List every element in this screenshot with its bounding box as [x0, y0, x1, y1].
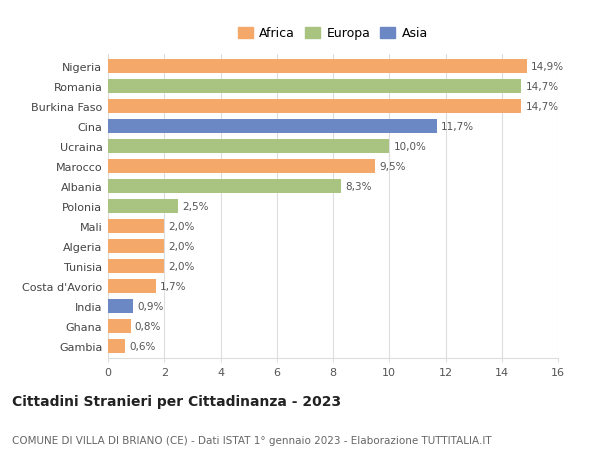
Text: 2,0%: 2,0% [169, 261, 195, 271]
Text: 14,7%: 14,7% [526, 102, 559, 112]
Legend: Africa, Europa, Asia: Africa, Europa, Asia [236, 25, 430, 43]
Bar [108, 140, 389, 154]
Text: 11,7%: 11,7% [441, 122, 475, 132]
Text: Cittadini Stranieri per Cittadinanza - 2023: Cittadini Stranieri per Cittadinanza - 2… [12, 395, 341, 409]
Text: 1,7%: 1,7% [160, 281, 187, 291]
Text: 2,0%: 2,0% [169, 241, 195, 252]
Bar [108, 299, 133, 313]
Text: 0,6%: 0,6% [129, 341, 155, 351]
Bar [108, 259, 164, 274]
Text: 2,5%: 2,5% [182, 202, 209, 212]
Text: 9,5%: 9,5% [379, 162, 406, 172]
Bar [108, 179, 341, 194]
Text: 0,8%: 0,8% [135, 321, 161, 331]
Bar [108, 199, 178, 214]
Bar [108, 339, 125, 353]
Bar [108, 60, 527, 74]
Bar [108, 120, 437, 134]
Bar [108, 279, 156, 293]
Bar [108, 319, 131, 333]
Bar [108, 100, 521, 114]
Bar [108, 80, 521, 94]
Text: 14,7%: 14,7% [526, 82, 559, 92]
Text: 2,0%: 2,0% [169, 222, 195, 231]
Bar [108, 239, 164, 253]
Bar [108, 219, 164, 234]
Text: 14,9%: 14,9% [531, 62, 565, 72]
Text: 10,0%: 10,0% [394, 142, 427, 152]
Bar [108, 160, 375, 174]
Text: 8,3%: 8,3% [346, 182, 372, 191]
Text: 0,9%: 0,9% [137, 301, 164, 311]
Text: COMUNE DI VILLA DI BRIANO (CE) - Dati ISTAT 1° gennaio 2023 - Elaborazione TUTTI: COMUNE DI VILLA DI BRIANO (CE) - Dati IS… [12, 435, 491, 445]
